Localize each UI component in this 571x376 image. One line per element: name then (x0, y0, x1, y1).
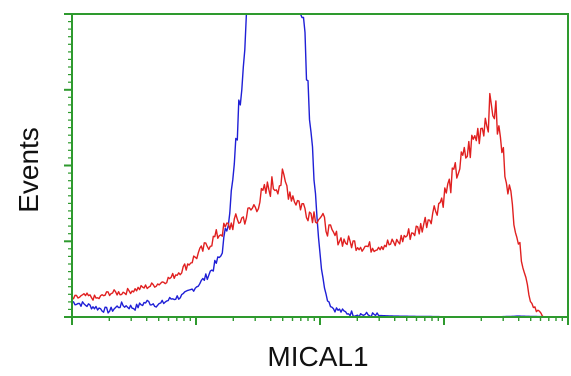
plot-frame (71, 13, 569, 318)
series-line-1 (71, 92, 568, 318)
y-axis-label: Events (13, 127, 44, 213)
x-axis-label: MICAL1 (267, 341, 368, 372)
